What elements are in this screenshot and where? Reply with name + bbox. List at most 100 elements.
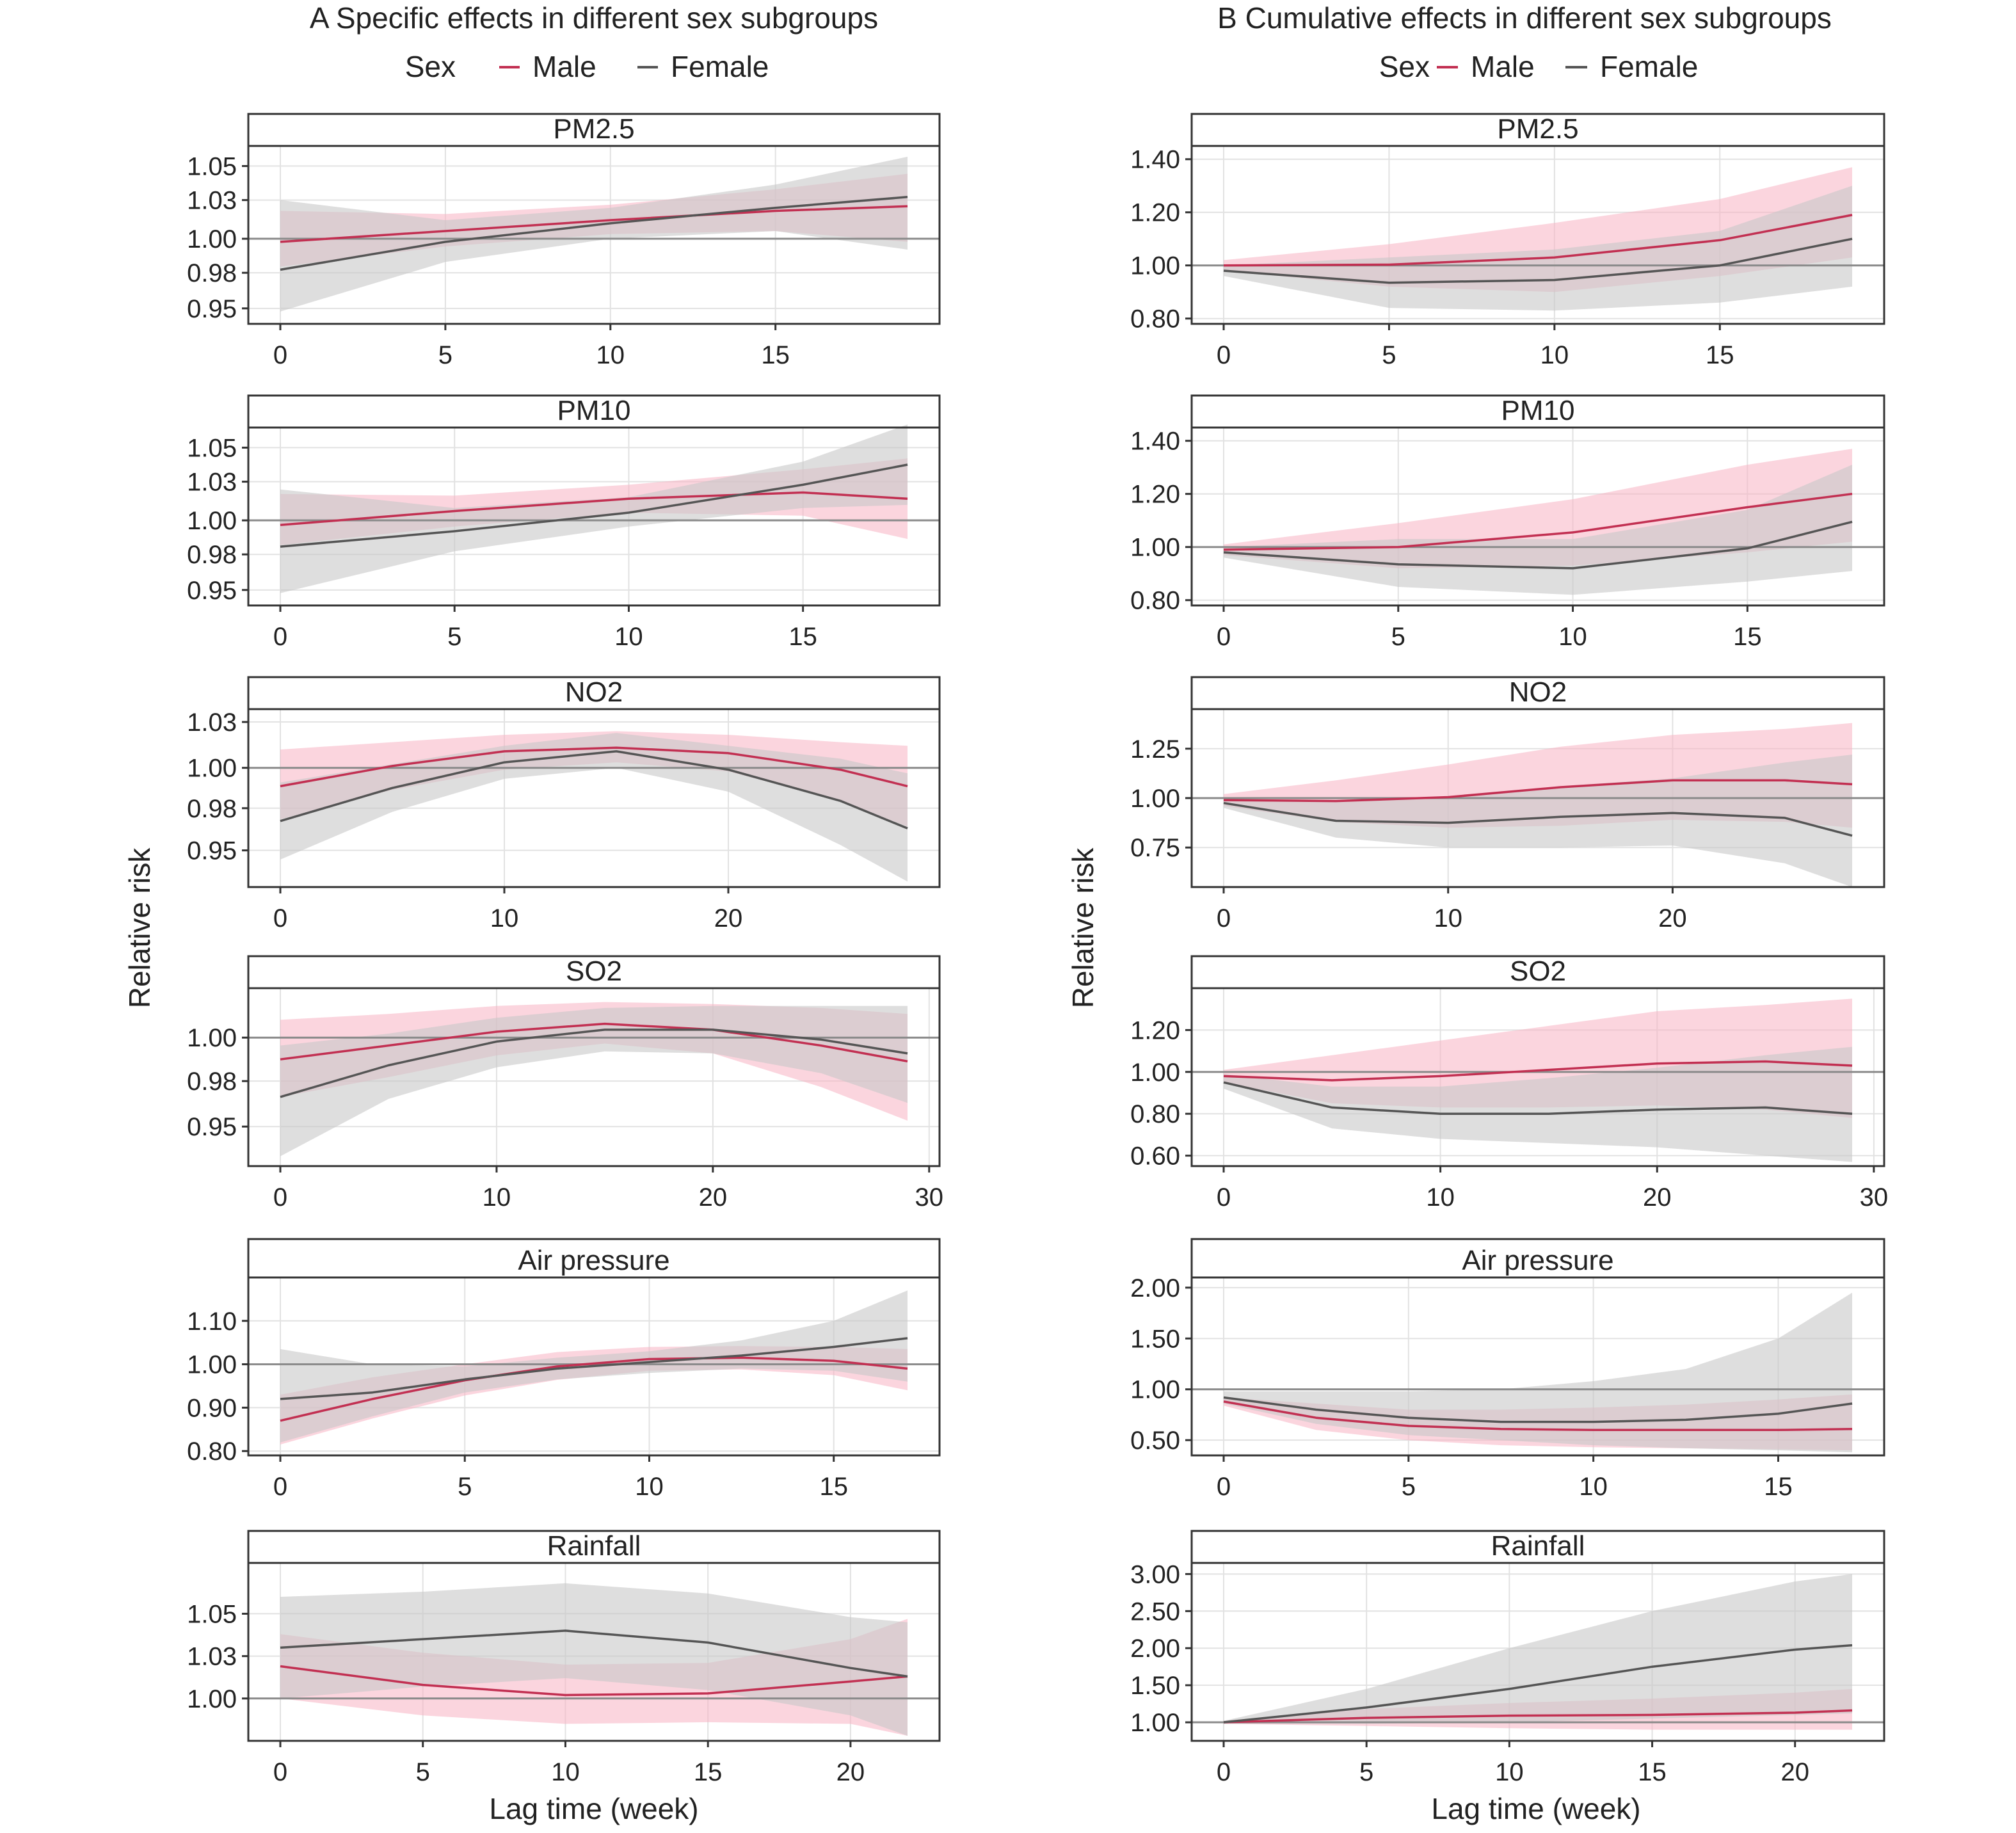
x-tick-label: 10: [1558, 623, 1587, 651]
x-tick-label: 20: [1658, 904, 1687, 933]
y-tick-label: 1.05: [187, 1600, 237, 1628]
plot-frame: [1190, 145, 1885, 325]
column-a-legend-female-label: Female: [671, 50, 769, 83]
panel-pm10-a: PM10 0.95 0.98 1.00 1.03 1.05 0 5 10 15: [187, 394, 941, 651]
y-tick-label: 0.60: [1130, 1142, 1180, 1171]
female-line: [280, 196, 908, 271]
panel-air-pressure-a: Air pressure 0.80 0.90 1.00 1.10 0 5 10 15: [187, 1238, 941, 1501]
y-tick-label: 1.00: [187, 755, 237, 783]
y-tick-label: 1.03: [187, 708, 237, 737]
x-tick-label: 10: [1495, 1758, 1524, 1786]
y-tick-label: 3.00: [1130, 1560, 1180, 1589]
male-line: [280, 1665, 908, 1697]
male-line: [280, 746, 908, 788]
plot-frame: [1190, 987, 1885, 1167]
male-line: [1223, 1060, 1853, 1082]
panel-rainfall-a: Rainfall 1.00 1.03 1.05 0 5 10 15 20: [187, 1530, 941, 1786]
strip-title: PM10: [1501, 395, 1575, 426]
x-tick-label: 0: [1217, 341, 1231, 369]
y-tick-label: 1.25: [1130, 735, 1180, 764]
x-tick-label: 5: [438, 341, 452, 369]
y-tick-label: 0.75: [1130, 834, 1180, 862]
female-ci-band: [1224, 755, 1852, 887]
y-tick-label: 0.80: [1130, 1100, 1180, 1128]
y-tick-label: 1.40: [1130, 146, 1180, 174]
x-tick-label: 10: [1540, 341, 1569, 369]
panels: PM2.5 0.95 0.98 1.00 1.03 1.05 0 5 10 15 PM10 0.95 0…: [187, 113, 1888, 1786]
male-line: [280, 491, 908, 527]
x-tick-label: 5: [1382, 341, 1396, 369]
strip-title: Rainfall: [547, 1530, 641, 1562]
female-ci-band: [280, 424, 908, 593]
y-tick-label: 1.00: [1130, 785, 1180, 813]
panel-no2-a: NO2 0.95 0.98 1.00 1.03 0 10 20: [187, 676, 941, 933]
strip-title: PM2.5: [1497, 113, 1578, 145]
female-ci-band: [1224, 1574, 1852, 1724]
plot-frame: [247, 1276, 941, 1457]
panel-no2-b: NO2 0.75 1.00 1.25 0 10 20: [1130, 676, 1885, 933]
y-tick-label: 1.20: [1130, 481, 1180, 509]
strip-box: [1190, 676, 1885, 710]
male-line: [1223, 1709, 1853, 1724]
column-b-legend-title: Sex: [1379, 50, 1430, 83]
male-line: [1223, 1400, 1853, 1432]
female-ci-band: [280, 733, 908, 882]
panel-air-pressure-b: Air pressure 0.50 1.00 1.50 2.00 0 5 10 15: [1130, 1238, 1885, 1501]
female-ci-band: [1224, 186, 1852, 311]
female-ci-band: [280, 1005, 908, 1157]
x-axis-title-b: Lag time (week): [1431, 1792, 1640, 1825]
x-tick-label: 5: [1391, 623, 1405, 651]
y-tick-label: 0.95: [187, 837, 237, 865]
y-tick-label: 1.03: [187, 468, 237, 497]
panel-so2-a: SO2 0.95 0.98 1.00 0 10 20 30: [187, 955, 944, 1212]
y-tick-label: 0.80: [1130, 587, 1180, 615]
female-line: [1223, 801, 1853, 837]
x-tick-label: 0: [1217, 1183, 1231, 1212]
y-tick-label: 1.05: [187, 434, 237, 462]
y-tick-label: 1.03: [187, 1643, 237, 1671]
x-tick-label: 20: [836, 1758, 865, 1786]
column-b-legend-female-label: Female: [1600, 50, 1698, 83]
y-tick-label: 0.95: [187, 295, 237, 323]
female-line: [280, 750, 908, 829]
y-tick-label: 0.90: [187, 1394, 237, 1422]
female-ci-band: [280, 156, 908, 312]
y-tick-label: 0.95: [187, 1113, 237, 1141]
male-line: [280, 205, 908, 243]
x-tick-label: 15: [1733, 623, 1762, 651]
x-tick-label: 0: [273, 1183, 287, 1212]
y-tick-label: 0.80: [187, 1437, 237, 1466]
column-a-legend-male-label: Male: [532, 50, 596, 83]
y-tick-label: 1.00: [1130, 534, 1180, 562]
y-tick-label: 1.40: [1130, 428, 1180, 456]
column-b-legend-male-label: Male: [1471, 50, 1535, 83]
column-a-header: A Specific effects in different sex subg…: [310, 1, 878, 83]
x-tick-label: 5: [458, 1473, 472, 1501]
y-tick-label: 0.98: [187, 541, 237, 569]
x-tick-label: 5: [416, 1758, 430, 1786]
x-axis-title-a: Lag time (week): [489, 1792, 698, 1825]
x-tick-label: 10: [596, 341, 625, 369]
x-tick-label: 10: [635, 1473, 664, 1501]
plot-frame: [1190, 426, 1885, 607]
x-tick-label: 10: [1426, 1183, 1455, 1212]
x-tick-label: 5: [1359, 1758, 1373, 1786]
x-tick-label: 15: [761, 341, 790, 369]
x-tick-label: 15: [788, 623, 817, 651]
female-ci-band: [1224, 1292, 1852, 1453]
strip-box: [247, 1238, 941, 1279]
x-tick-label: 15: [1706, 341, 1734, 369]
y-tick-label: 1.00: [1130, 1709, 1180, 1737]
y-axis-title-b: Relative risk: [1066, 847, 1100, 1009]
x-tick-label: 30: [915, 1183, 944, 1212]
strip-title: Air pressure: [518, 1245, 669, 1276]
y-tick-label: 0.98: [187, 259, 237, 287]
y-tick-label: 1.00: [187, 1685, 237, 1713]
column-a-title: A Specific effects in different sex subg…: [310, 1, 878, 35]
y-tick-label: 1.20: [1130, 199, 1180, 227]
female-line: [280, 463, 908, 548]
x-tick-label: 10: [483, 1183, 511, 1212]
y-tick-label: 1.00: [187, 225, 237, 253]
female-line: [1223, 1081, 1853, 1115]
strip-title: SO2: [566, 956, 622, 987]
